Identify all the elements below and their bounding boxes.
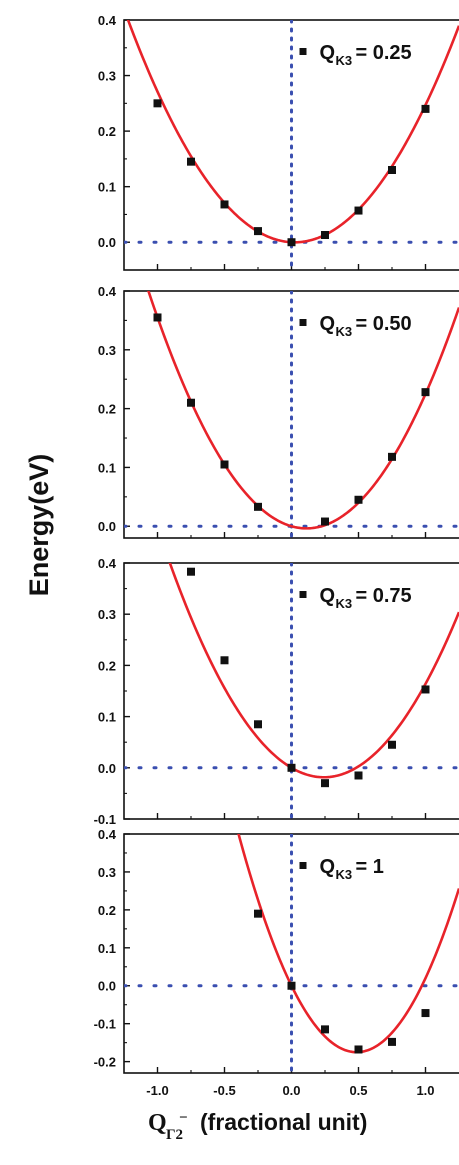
x-tick-label: 0.0 — [282, 1083, 300, 1098]
plot-area — [124, 20, 459, 270]
fit-curve — [147, 291, 459, 530]
panel-4: -0.2 -0.1 0.0 0.1 0.2 0.3 0.4 -1.0 -0.5 0.0 0.5 1.0… — [94, 827, 459, 1098]
legend-value: = 0.50 — [356, 313, 412, 335]
data-point — [254, 720, 262, 729]
y-tick-label: -0.1 — [94, 812, 116, 827]
data-point — [421, 685, 430, 694]
data-point — [421, 1009, 430, 1018]
data-point — [254, 502, 262, 511]
y-tick-label: 0.2 — [98, 124, 116, 139]
y-tick-label: -0.2 — [94, 1055, 116, 1070]
data-point — [421, 104, 430, 113]
y-tick-label: 0.3 — [98, 865, 116, 880]
data-point — [421, 388, 430, 397]
data-point — [354, 206, 363, 215]
x-tick-label: 1.0 — [416, 1083, 434, 1098]
x-axis-title-sub: Γ2 — [166, 1127, 183, 1143]
y-tick-label: 0.0 — [98, 519, 116, 534]
y-tick-label: 0.1 — [98, 460, 116, 475]
plot-area — [124, 834, 459, 1073]
data-point — [388, 452, 396, 461]
legend-value: = 0.75 — [356, 585, 412, 607]
legend-prefix: Q — [320, 42, 336, 64]
y-tick-label: 0.1 — [98, 710, 116, 725]
data-point — [287, 238, 296, 247]
legend-value: = 1 — [356, 856, 384, 878]
legend-prefix: Q — [320, 856, 336, 878]
data-point — [287, 981, 296, 990]
plot-frame — [123, 833, 459, 1074]
y-tick-label: 0.0 — [98, 761, 116, 776]
data-point — [254, 227, 262, 236]
x-tick-label: -1.0 — [146, 1083, 168, 1098]
data-point — [220, 200, 229, 209]
legend-prefix: Q — [320, 313, 336, 335]
x-tick-label: 0.5 — [349, 1083, 367, 1098]
y-tick-label: 0.3 — [98, 607, 116, 622]
data-point — [187, 398, 195, 407]
y-tick-label: 0.4 — [98, 284, 117, 299]
plot-frame — [123, 19, 459, 271]
x-axis-title-main: Q — [148, 1110, 167, 1136]
legend-value: = 0.25 — [356, 42, 412, 64]
legend-marker — [299, 862, 307, 869]
panel-1: 0.0 0.1 0.2 0.3 0.4 Q K3 = 0.25 — [98, 13, 459, 271]
data-point — [354, 771, 363, 780]
panel-3: -0.1 0.0 0.1 0.2 0.3 0.4 Q K3 = 0.75 — [94, 556, 459, 827]
data-point — [354, 1045, 363, 1054]
y-tick-label: 0.2 — [98, 658, 116, 673]
y-tick-label: 0.2 — [98, 402, 116, 417]
y-tick-label: 0.3 — [98, 69, 116, 84]
data-point — [220, 460, 229, 469]
y-tick-label: 0.4 — [98, 13, 117, 28]
y-tick-label: 0.1 — [98, 941, 116, 956]
x-axis-title-sup: − — [179, 1110, 188, 1126]
data-point — [321, 1025, 329, 1034]
legend-sub: K3 — [336, 324, 353, 339]
plot-area — [124, 291, 459, 538]
plot-area — [124, 563, 459, 819]
y-tick-label: 0.3 — [98, 343, 116, 358]
data-point — [187, 567, 195, 576]
y-tick-label: 0.0 — [98, 235, 116, 250]
y-tick-label: 0.2 — [98, 903, 116, 918]
data-point — [187, 157, 195, 166]
data-point — [153, 99, 162, 108]
y-axis-title: Energy(eV) — [24, 454, 54, 597]
y-axis-title-group: Energy(eV) — [24, 454, 54, 597]
y-tick-label: 0.4 — [98, 556, 117, 571]
legend-marker — [299, 48, 307, 55]
data-point — [321, 779, 329, 788]
data-point — [388, 166, 396, 174]
y-tick-label: 0.4 — [98, 827, 117, 842]
plot-frame — [123, 290, 459, 539]
legend-sub: K3 — [336, 53, 353, 68]
data-point — [321, 517, 329, 526]
data-point — [153, 313, 162, 322]
x-tick-label: -0.5 — [213, 1083, 235, 1098]
y-tick-label: 0.1 — [98, 180, 116, 195]
data-point — [220, 656, 229, 665]
legend-prefix: Q — [320, 585, 336, 607]
legend-sub: K3 — [336, 867, 353, 882]
data-point — [254, 909, 262, 918]
data-point — [321, 231, 329, 239]
x-axis-title-group: Q Γ2 − (fractional unit) — [148, 1109, 367, 1143]
x-axis-title-rest: (fractional unit) — [200, 1109, 367, 1135]
panel-2: 0.0 0.1 0.2 0.3 0.4 Q K3 = 0.50 — [98, 284, 459, 539]
data-point — [354, 495, 363, 504]
data-point — [388, 1037, 396, 1046]
y-tick-label: -0.1 — [94, 1017, 116, 1032]
data-point — [287, 763, 296, 772]
legend-sub: K3 — [336, 596, 353, 611]
legend-marker — [299, 319, 307, 326]
y-tick-label: 0.0 — [98, 979, 116, 994]
legend-marker — [299, 591, 307, 598]
data-point — [388, 740, 396, 749]
panels: 0.00.10.20.30.4Q K3 = 0.250.00.10.20.30.4Q… — [94, 13, 459, 1098]
